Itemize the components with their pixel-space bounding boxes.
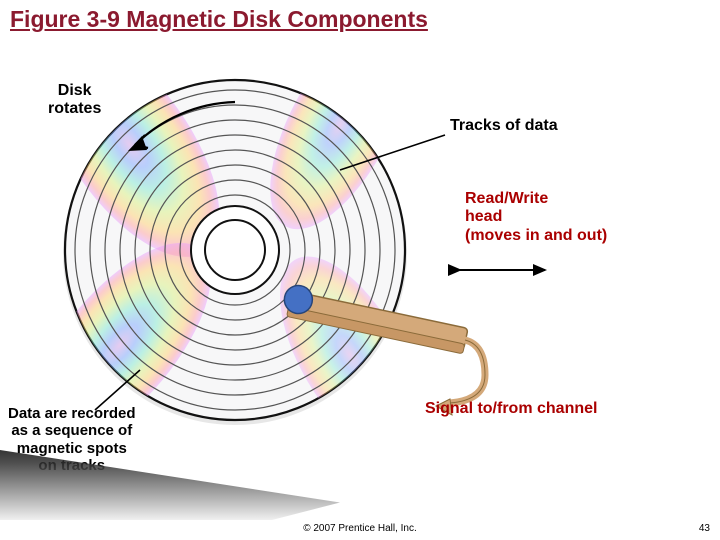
label-disk-rotates: Disk rotates bbox=[48, 82, 101, 119]
hub-inner bbox=[205, 220, 265, 280]
figure-title: Figure 3-9 Magnetic Disk Components bbox=[10, 6, 428, 33]
label-signal: Signal to/from channel bbox=[425, 400, 597, 418]
copyright-footer: © 2007 Prentice Hall, Inc. bbox=[0, 523, 720, 534]
label-tracks: Tracks of data bbox=[450, 117, 558, 135]
disk-diagram: Disk rotates Tracks of data Read/Write h… bbox=[0, 55, 720, 475]
page-number: 43 bbox=[699, 523, 710, 534]
label-rw-head: Read/Write head (moves in and out) bbox=[465, 190, 607, 245]
